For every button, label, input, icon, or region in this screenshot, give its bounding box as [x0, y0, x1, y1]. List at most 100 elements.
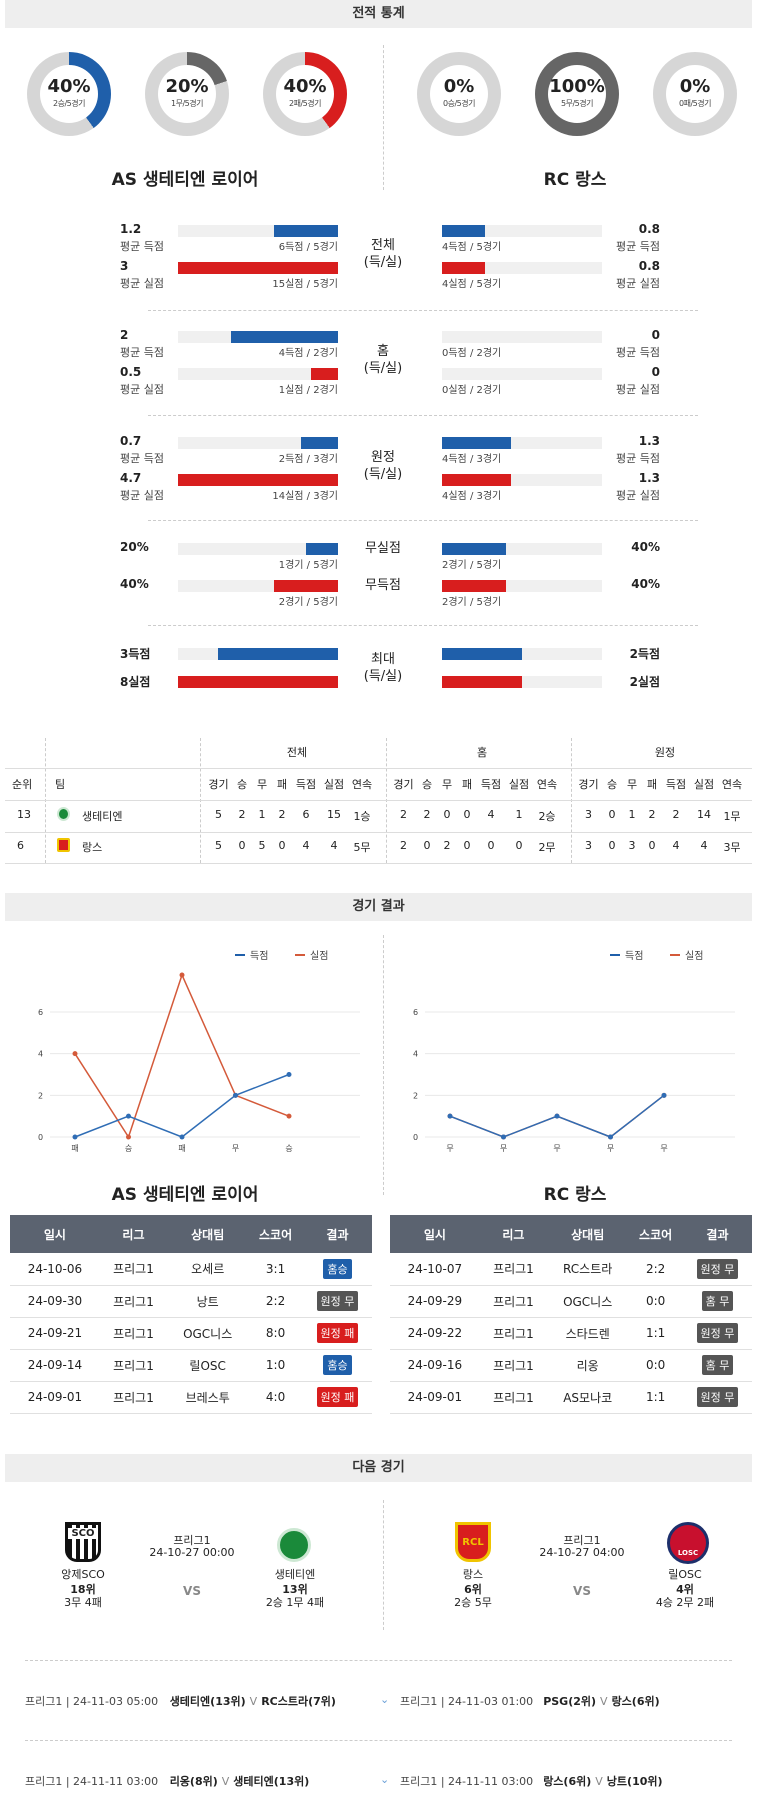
next-team-name[interactable]: 생테티엔 [274, 1568, 316, 1581]
game-cell: 24-10-07 [390, 1253, 480, 1286]
next-team-name[interactable]: 랑스 [462, 1568, 484, 1581]
game-cell: OGC니스 [167, 1317, 249, 1350]
upcoming-row[interactable]: 프리그1 | 24-11-03 05:00 생테티엔(13위) V RC스트라(7위… [25, 1693, 732, 1709]
game-cell: 24-09-30 [10, 1285, 100, 1318]
home-stat-bar [274, 580, 338, 592]
standings-group-header: 전체 [286, 746, 308, 759]
away-stat-value: 0 [651, 365, 660, 379]
standings-cell: 1승 [353, 810, 371, 823]
game-cell: 24-10-06 [10, 1253, 100, 1286]
games-col-header: 스코어 [248, 1215, 303, 1253]
앙제SCO-logo-icon: SCO [65, 1522, 101, 1562]
stat-group-title: 홈 (득/실) [363, 344, 403, 376]
chevron-down-icon[interactable]: ⌄ [380, 1693, 390, 1706]
home-stat-label: 평균 실점 [120, 489, 164, 502]
home-stat-value: 0.7 [120, 434, 142, 448]
standings-col: 무 [256, 778, 268, 791]
result-badge: 원정 무 [696, 1387, 739, 1407]
y-tick-label: 4 [413, 1050, 418, 1059]
x-tick-label: 무 [232, 1144, 239, 1153]
bar-track [442, 368, 602, 380]
y-tick-label: 0 [38, 1133, 43, 1142]
standings-team[interactable]: 랑스 [82, 841, 103, 854]
away-stat-caption: 0득점 / 2경기 [442, 348, 502, 359]
away-stat-value: 40% [631, 540, 660, 554]
next-team-name[interactable]: 앙제SCO [61, 1568, 105, 1581]
game-row[interactable]: 24-09-22 프리그1 스타드렌 1:1 원정 무 [390, 1317, 752, 1350]
ring-caption: 0승/5경기 [443, 99, 475, 108]
game-row[interactable]: 24-10-07 프리그1 RC스트라 2:2 원정 무 [390, 1253, 752, 1286]
data-point [501, 1134, 506, 1140]
home-stat-bar [274, 225, 338, 237]
upcoming-team: 낭트(10위) [606, 1775, 663, 1788]
divider [148, 415, 698, 416]
bar-track [178, 368, 338, 380]
game-row[interactable]: 24-09-30 프리그1 낭트 2:2 원정 무 [10, 1285, 372, 1318]
game-cell: OGC니스 [547, 1285, 629, 1318]
games-col-header: 결과 [302, 1215, 372, 1253]
series-line [74, 1073, 290, 1138]
standings-cell: 5 [215, 839, 222, 852]
standings-team[interactable]: 생테티엔 [82, 810, 123, 823]
result-badge: 원정 패 [316, 1387, 359, 1407]
result-badge: 원정 무 [696, 1258, 739, 1279]
data-point [554, 1113, 560, 1119]
x-tick-label: 무 [446, 1144, 453, 1153]
standings-cell: 2 [238, 808, 246, 821]
game-row[interactable]: 24-10-06 프리그1 오세르 3:1 홈승 [10, 1253, 372, 1286]
standings-cell: 4 [330, 839, 338, 852]
standings-cell: 3 [628, 839, 636, 852]
away-stat-value: 2득점 [629, 647, 660, 661]
home-stat-caption: 1경기 / 5경기 [278, 560, 338, 571]
upcoming-row[interactable]: 프리그1 | 24-11-11 03:00 리옹(8위) V 생테티엔(13위) ⌄ 프… [25, 1773, 732, 1789]
away-stat-value: 1.3 [638, 471, 660, 485]
standings-cell: 1 [515, 808, 523, 821]
game-row[interactable]: 24-09-16 프리그1 리옹 0:0 홈 무 [390, 1349, 752, 1382]
divider [25, 1660, 732, 1661]
series-line [74, 972, 290, 1139]
game-cell: 1:1 [628, 1317, 683, 1350]
standings-cell: 5 [215, 808, 222, 821]
next-team-name[interactable]: 릴OSC [668, 1568, 702, 1581]
away-stat-value: 1.3 [638, 434, 660, 448]
game-cell: 24-09-22 [390, 1317, 480, 1350]
data-point [179, 972, 185, 978]
y-tick-label: 6 [38, 1008, 43, 1017]
game-row[interactable]: 24-09-21 프리그1 OGC니스 8:0 원정 패 [10, 1317, 372, 1350]
game-row[interactable]: 24-09-14 프리그1 릴OSC 1:0 홈승 [10, 1349, 372, 1382]
standings-cell: 5 [258, 839, 266, 852]
standings-cell: 3 [585, 808, 592, 821]
game-cell: 프리그1 [99, 1253, 168, 1286]
stat-group-title: 전체 (득/실) [363, 238, 403, 270]
y-tick-label: 0 [413, 1133, 418, 1142]
standings-cell: 2 [278, 808, 286, 821]
vs-mark: V [600, 1695, 608, 1708]
game-row[interactable]: 24-09-01 프리그1 AS모나코 1:1 원정 무 [390, 1381, 752, 1414]
away-stat-bar [442, 262, 486, 274]
game-row[interactable]: 24-09-01 프리그1 브레스투 4:0 원정 패 [10, 1381, 372, 1414]
ring-caption: 2패/5경기 [289, 99, 321, 108]
games-col-header: 스코어 [628, 1215, 683, 1253]
home-stat-caption: 1실점 / 2경기 [278, 385, 338, 396]
x-tick-label: 승 [125, 1144, 132, 1153]
upcoming-team: 랑스(6위) [611, 1695, 660, 1708]
home-stat-label: 평균 실점 [120, 383, 164, 396]
divider [383, 1500, 384, 1630]
game-row[interactable]: 24-09-29 프리그1 OGC니스 0:0 홈 무 [390, 1285, 752, 1318]
game-cell: 24-09-14 [10, 1349, 100, 1382]
games-col-header: 상대팀 [547, 1215, 629, 1253]
game-cell: 낭트 [167, 1285, 249, 1318]
away-stat-caption: 4득점 / 5경기 [442, 242, 502, 253]
chevron-down-icon[interactable]: ⌄ [380, 1773, 390, 1786]
랑스-logo-icon: RCL [455, 1522, 491, 1562]
vs-label: VS [183, 1584, 201, 1598]
data-point [233, 1092, 238, 1098]
standings-cell: 0 [423, 839, 431, 852]
game-cell: 오세르 [167, 1253, 249, 1286]
game-cell: RC스트라 [547, 1253, 629, 1286]
ratio-ring: 40% 2승/5경기 [27, 52, 111, 136]
upcoming-team: 랑스(6위) [543, 1775, 592, 1788]
ring-caption: 0패/5경기 [679, 99, 711, 108]
home-games-table: 일시 리그 상대팀 스코어 결과 24-10-06 프리그1 오세르 3:1 홈승 24-09-30… [10, 1215, 372, 1414]
home-stat-bar [218, 648, 338, 660]
